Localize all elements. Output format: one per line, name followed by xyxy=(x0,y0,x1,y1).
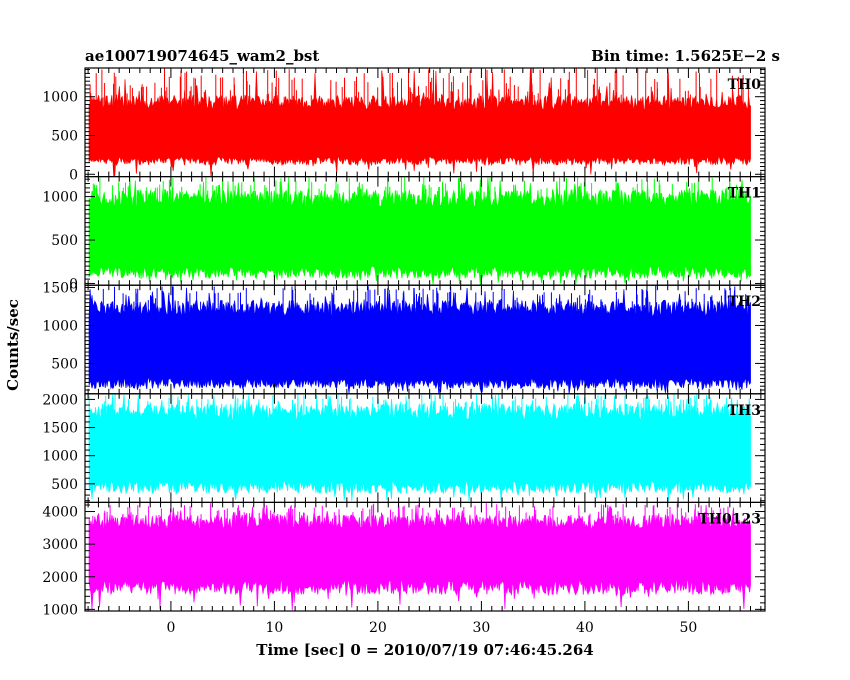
y-tick-label: 1000 xyxy=(42,190,78,206)
y-tick-label: 500 xyxy=(51,356,78,372)
panel-label-th3: TH3 xyxy=(728,403,761,419)
y-tick-label: 0 xyxy=(69,167,78,183)
x-tick-label: 0 xyxy=(166,620,175,636)
y-tick-label: 2000 xyxy=(42,570,78,586)
panel-label-th2: TH2 xyxy=(728,294,761,310)
panel-label-th0123: TH0123 xyxy=(698,511,761,527)
y-tick-label: 1000 xyxy=(42,602,78,618)
panels-group: 0 500 1000 TH0 0 500 1000 TH1 500 1000 1500 TH2 500 1… xyxy=(42,67,766,618)
panel-label-th1: TH1 xyxy=(728,186,761,202)
y-tick-label: 3000 xyxy=(42,537,78,553)
bin-time-label: Bin time: 1.5625E−2 s xyxy=(591,47,780,65)
panel-th0123: 1000 2000 3000 4000 TH0123 xyxy=(42,501,766,618)
y-tick-label: 1500 xyxy=(42,280,78,296)
y-tick-label: 1000 xyxy=(42,449,78,465)
series-band-th1 xyxy=(88,176,751,286)
series-spikes-th0 xyxy=(89,68,749,134)
series-band-th3 xyxy=(88,393,751,503)
panel-label-th0: TH0 xyxy=(728,77,762,93)
panel-th1: 0 500 1000 TH1 xyxy=(42,176,766,292)
y-tick-label: 500 xyxy=(51,233,78,249)
y-tick-label: 500 xyxy=(51,477,78,493)
series-band-th0123 xyxy=(88,504,751,611)
panel-th2: 500 1000 1500 TH2 xyxy=(42,280,766,395)
y-tick-label: 1000 xyxy=(42,90,78,106)
y-axis-title: Counts/sec xyxy=(4,299,22,391)
x-tick-label: 20 xyxy=(369,620,387,636)
series-spikes-th0123 xyxy=(92,503,750,558)
x-tick-label: 10 xyxy=(265,620,283,636)
x-tick-label: 30 xyxy=(472,620,490,636)
y-tick-label: 500 xyxy=(51,128,78,144)
panel-th0: 0 500 1000 TH0 xyxy=(42,67,766,183)
y-tick-label: 2000 xyxy=(42,392,78,408)
series-spikes-th1 xyxy=(89,176,751,235)
x-axis-title: Time [sec] 0 = 2010/07/19 07:46:45.264 xyxy=(256,641,593,659)
y-tick-label: 1500 xyxy=(42,421,78,437)
figure-title: ae100719074645_wam2_bst xyxy=(85,47,319,65)
y-tick-label: 0 xyxy=(69,276,78,292)
x-axis: 0 10 20 30 40 50 xyxy=(87,68,762,636)
x-tick-label: 50 xyxy=(679,620,697,636)
y-tick-label: 4000 xyxy=(42,505,78,521)
y-tick-label: 1000 xyxy=(42,318,78,334)
panel-th3: 500 1000 1500 2000 TH3 xyxy=(42,392,766,503)
series-spikes-th3 xyxy=(88,393,750,453)
x-tick-label: 40 xyxy=(576,620,594,636)
series-spikes-th2 xyxy=(89,286,749,347)
